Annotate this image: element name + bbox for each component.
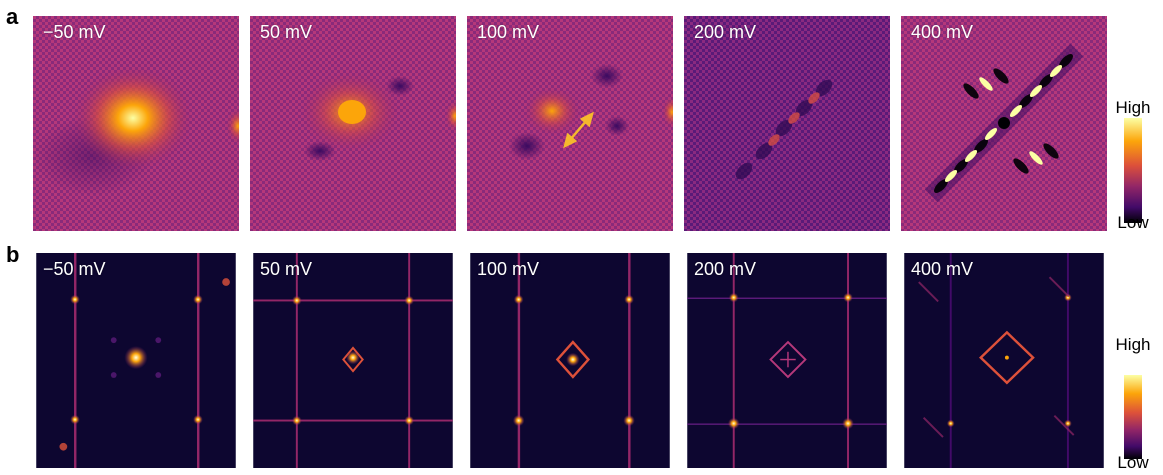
ldos-map-image-with-arrow <box>467 16 673 231</box>
colorbar-a: High Low <box>1103 16 1163 232</box>
panel-a-row: −50 mV 50 mV 100 mV <box>0 16 1163 232</box>
arrow-icon <box>563 111 594 149</box>
fft-map-image <box>470 253 670 468</box>
panel-a-tile-3: 100 mV <box>467 16 673 231</box>
fft-map-image <box>253 253 453 468</box>
ldos-map-image <box>901 16 1107 231</box>
colorbar-gradient <box>1124 118 1142 223</box>
voltage-label: −50 mV <box>43 22 106 42</box>
voltage-label: 200 mV <box>694 259 757 279</box>
voltage-label: −50 mV <box>43 259 106 279</box>
colorbar-low-label: Low <box>1117 213 1149 232</box>
panel-b-row: −50 mV 50 mV 100 m <box>0 253 1163 472</box>
panel-b-tile-5: 400 mV <box>901 253 1107 468</box>
voltage-label: 400 mV <box>911 259 974 279</box>
panel-a-tile-2: 50 mV <box>250 16 456 231</box>
panel-b-tile-3: 100 mV <box>467 253 673 468</box>
voltage-label: 400 mV <box>911 22 974 42</box>
fft-map-image <box>687 253 887 468</box>
panel-a-tile-4: 200 mV <box>684 16 890 231</box>
fft-map-image <box>904 253 1104 468</box>
panel-b-tile-4: 200 mV <box>684 253 890 468</box>
panel-letter-b: b <box>6 242 20 267</box>
colorbar-low-label: Low <box>1117 453 1149 472</box>
panel-a-tile-5: 400 mV <box>901 16 1107 231</box>
colorbar-gradient <box>1124 375 1142 459</box>
colorbar-b: High Low <box>1103 253 1163 472</box>
ldos-map-image <box>684 16 890 231</box>
panel-b-tile-2: 50 mV <box>250 253 456 468</box>
ldos-map-image <box>33 16 239 231</box>
voltage-label: 100 mV <box>477 259 540 279</box>
voltage-label: 200 mV <box>694 22 757 42</box>
voltage-label: 50 mV <box>260 22 313 42</box>
colorbar-high-label: High <box>1115 98 1151 117</box>
panel-a-tile-1: −50 mV <box>33 16 239 231</box>
fft-map-image <box>36 253 236 468</box>
panel-letter-a: a <box>6 4 19 29</box>
colorbar-high-label: High <box>1115 335 1151 354</box>
panel-b-tile-1: −50 mV <box>33 253 239 468</box>
voltage-label: 100 mV <box>477 22 540 42</box>
ldos-map-image <box>250 16 456 231</box>
voltage-label: 50 mV <box>260 259 313 279</box>
